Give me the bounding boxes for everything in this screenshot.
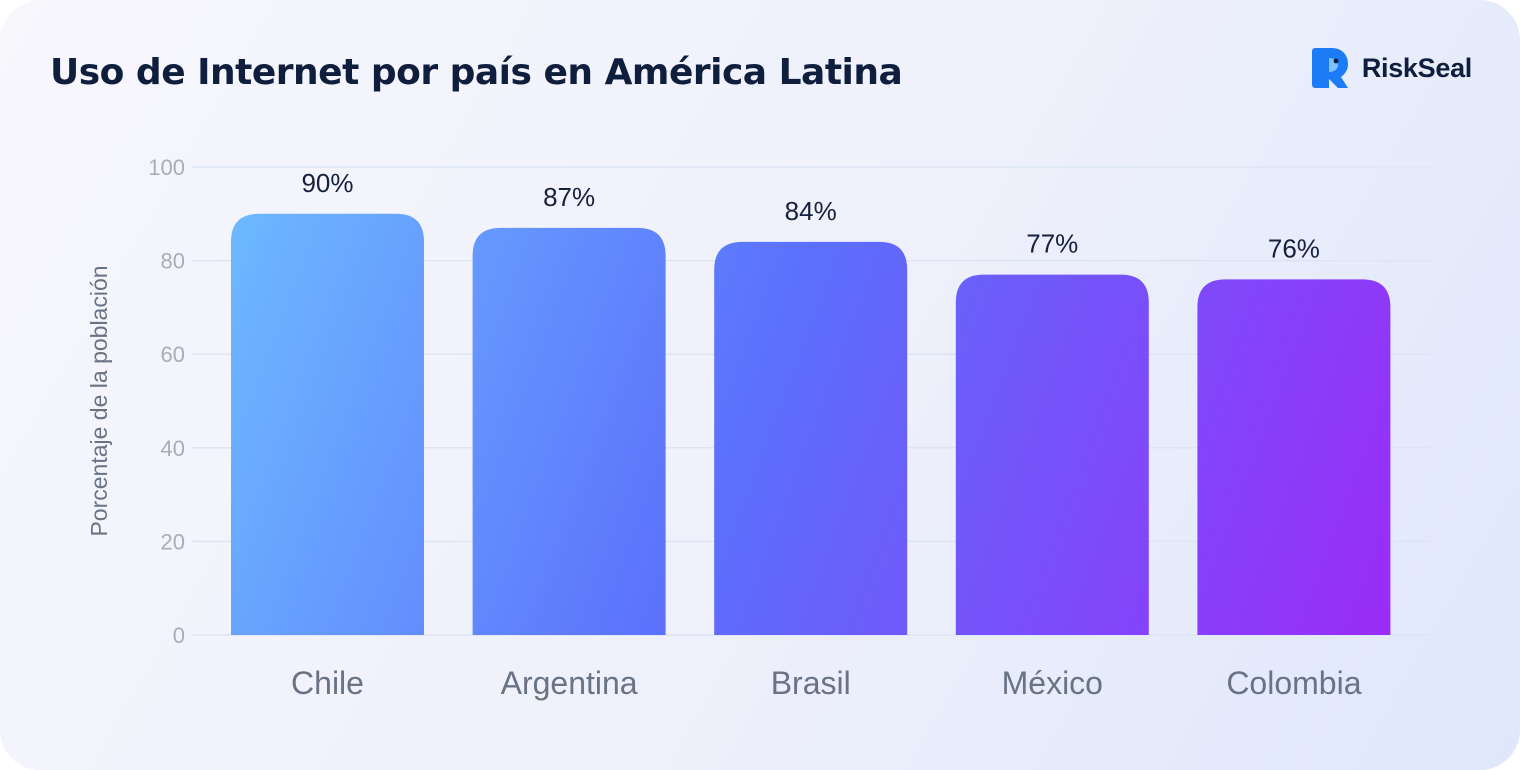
y-axis-label: Porcentaje de la población [86, 265, 112, 536]
data-label: 76% [1268, 233, 1320, 263]
y-tick-label: 100 [148, 155, 185, 180]
data-label: 90% [301, 168, 353, 198]
x-category-label: Brasil [771, 665, 851, 701]
data-label: 87% [543, 182, 595, 212]
x-category-label: Argentina [501, 665, 638, 701]
y-tick-label: 80 [161, 249, 185, 274]
y-tick-label: 40 [161, 436, 185, 461]
brand-logo: RiskSeal [1310, 46, 1472, 90]
riskseal-logo-icon [1311, 48, 1348, 88]
x-category-label: México [1002, 665, 1103, 701]
brand-name: RiskSeal [1361, 52, 1472, 83]
data-label: 84% [785, 196, 837, 226]
bar-argentina [472, 227, 666, 635]
chart-title: Uso de Internet por país en América Lati… [50, 52, 903, 93]
x-category-label: Chile [291, 665, 364, 701]
bar-chile [231, 213, 424, 636]
bar-méxico [955, 274, 1149, 635]
y-tick-label: 20 [161, 529, 185, 554]
bar-brasil [714, 241, 908, 635]
y-tick-label: 60 [161, 342, 185, 367]
x-category-label: Colombia [1226, 665, 1361, 701]
data-label: 77% [1026, 229, 1078, 259]
bar-colombia [1197, 279, 1391, 635]
y-tick-label: 0 [173, 623, 185, 648]
